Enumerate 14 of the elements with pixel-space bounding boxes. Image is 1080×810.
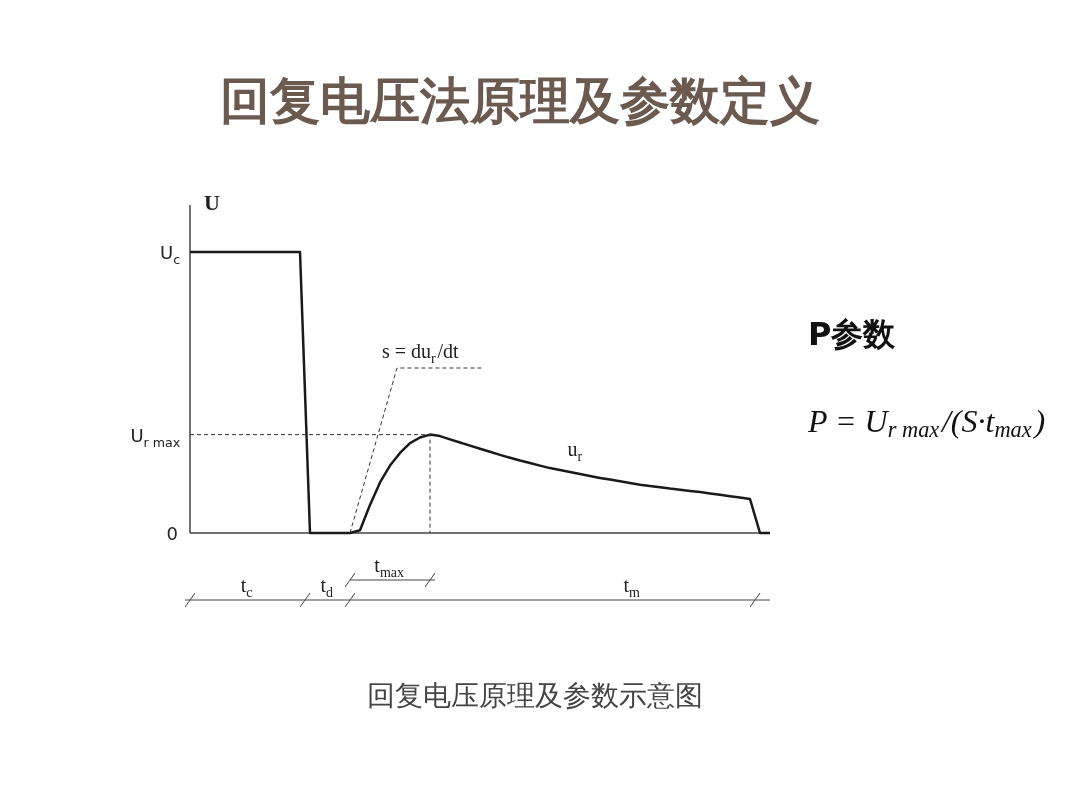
annotation: s = du$_{r}$/dt: [382, 340, 459, 366]
text: t$_{m}$: [623, 574, 640, 600]
text: t$_{c}$: [240, 574, 253, 600]
text: 0: [166, 523, 178, 544]
text: U$_{c}$: [160, 242, 181, 267]
text: U$_{r max}$: [130, 424, 181, 450]
text: t$_{d}$: [320, 574, 333, 600]
text: 回复电压原理及参数示意图: [367, 679, 703, 712]
text: t$_{max}$: [374, 554, 404, 580]
y-axis-title: U: [204, 190, 220, 215]
text: P参数: [808, 315, 897, 353]
chart-title: 回复电压法原理及参数定义: [220, 72, 820, 130]
annotation: u$_{r}$: [567, 438, 583, 465]
text: P = U$_{r max}$/(S·t$_{max}$): [807, 403, 1046, 442]
